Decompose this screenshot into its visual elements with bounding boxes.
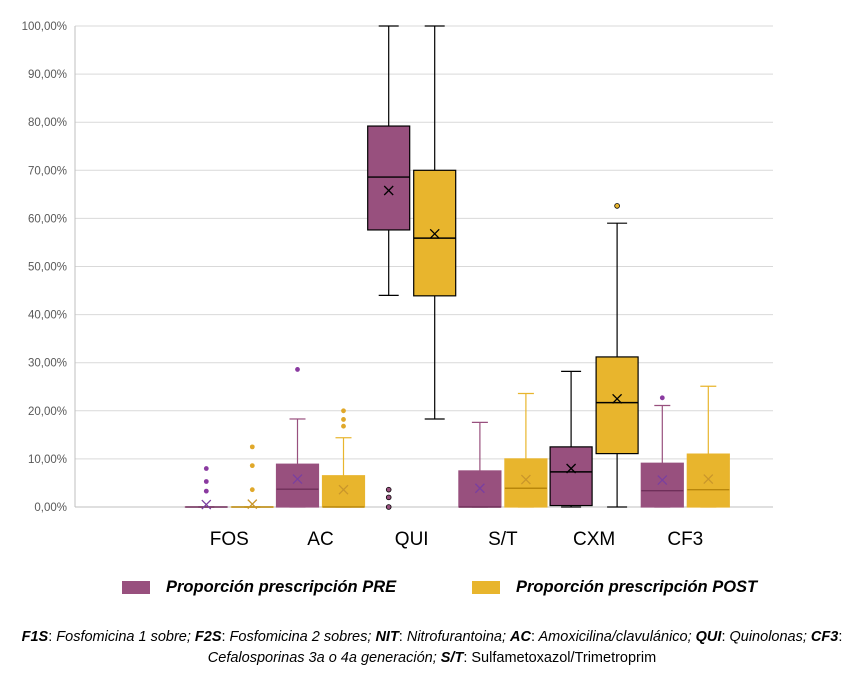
y-tick-label: 60,00% — [28, 213, 67, 225]
x-tick-label: FOS — [210, 529, 249, 550]
mean-marker — [338, 484, 349, 495]
outlier-point — [385, 494, 392, 501]
box-pre-st — [458, 421, 502, 508]
x-tick-label: CF3 — [667, 529, 703, 550]
outlier-point — [203, 488, 209, 494]
footnote-abbr: NIT — [375, 629, 399, 645]
outlier-point — [295, 367, 300, 372]
y-tick-label: 90,00% — [28, 69, 67, 81]
box-iqr — [686, 453, 730, 508]
outlier-point — [341, 423, 346, 429]
box-post-ac — [321, 408, 366, 508]
footnote-text: Fosfomicina 1 sobre; — [52, 629, 195, 645]
y-tick-label: 70,00% — [28, 165, 67, 177]
footnote-abbr: CF3 — [810, 629, 839, 645]
box-pre-cxm — [549, 370, 593, 508]
plot-area — [184, 25, 730, 510]
outlier-point — [249, 487, 255, 493]
x-axis: FOS AC QUI S/T CXM CF3 — [210, 529, 703, 550]
legend-swatch-pre — [122, 581, 150, 594]
footnote: F1S: Fosfomicina 1 sobre; F2S: Fosfomici… — [21, 629, 843, 666]
mean-marker — [383, 185, 394, 196]
x-tick-label: CXM — [573, 529, 615, 550]
mean-marker — [201, 499, 212, 510]
outlier-point — [385, 486, 392, 493]
mean-marker — [292, 474, 303, 485]
box-iqr — [595, 356, 639, 455]
mean-marker — [247, 499, 258, 510]
x-tick-label: QUI — [395, 529, 429, 550]
box-iqr — [321, 475, 366, 508]
outlier-point — [385, 504, 392, 510]
box-post-st — [504, 392, 548, 508]
footnote-abbr: AC — [510, 629, 531, 645]
footnote-text: Quinolonas; — [725, 629, 811, 645]
footnote-text: Amoxicilina/clavulánico; — [535, 629, 696, 645]
box-pre-cf3 — [640, 395, 684, 508]
box-post-qui — [413, 25, 457, 420]
mean-marker — [429, 228, 440, 239]
box-pre-qui — [367, 25, 411, 510]
outlier-point — [341, 408, 346, 414]
box-iqr — [275, 463, 320, 508]
y-axis: 0,00% 10,00% 20,00% 30,00% 40,00% 50,00% 60,00… — [22, 21, 76, 514]
box-post-cxm — [595, 203, 639, 508]
outlier-point — [249, 444, 255, 450]
mean-marker — [612, 393, 623, 404]
footnote-abbr: QUI — [695, 629, 722, 645]
legend-label-post: Proporción prescripción POST — [516, 578, 758, 596]
legend-label-pre: Proporción prescripción PRE — [166, 578, 397, 596]
footnote-text: Fosfomicina 2 sobres; — [225, 629, 376, 645]
outlier-point — [614, 203, 620, 209]
footnote-abbr: S/T — [440, 650, 464, 666]
legend-item-pre: Proporción prescripción PRE — [122, 578, 396, 597]
mean-marker — [703, 474, 714, 485]
footnote-text: Cefalosporinas 3a o 4a generación; — [207, 650, 441, 666]
footnote-text: Nitrofurantoina; — [402, 629, 511, 645]
x-tick-label: AC — [307, 529, 333, 550]
y-tick-label: 80,00% — [28, 117, 67, 129]
legend-item-post: Proporción prescripción POST — [472, 578, 757, 597]
legend-swatch-post — [472, 581, 500, 594]
outlier-point — [341, 417, 346, 422]
box-pre-fos — [184, 466, 228, 510]
outlier-point — [659, 395, 665, 401]
outlier-point — [203, 479, 209, 484]
box-iqr — [640, 462, 684, 508]
mean-marker — [474, 483, 485, 494]
box-plot-chart: 0,00% 10,00% 20,00% 30,00% 40,00% 50,00% 60,00… — [22, 21, 773, 550]
footnote-abbr: F2S — [194, 629, 222, 645]
y-tick-label: 0,00% — [34, 502, 67, 514]
box-iqr — [549, 446, 593, 507]
outlier-point — [249, 463, 255, 469]
outlier-point — [203, 466, 209, 471]
y-tick-label: 10,00% — [28, 454, 67, 466]
y-tick-label: 20,00% — [28, 406, 67, 418]
box-post-cf3 — [686, 385, 730, 508]
x-tick-label: S/T — [488, 529, 518, 550]
box-iqr — [504, 458, 548, 508]
y-tick-label: 100,00% — [22, 21, 67, 33]
footnote-text: Sulfametoxazol/Trimetroprim — [467, 650, 657, 666]
footnote-abbr: F1S — [21, 629, 49, 645]
y-tick-label: 50,00% — [28, 262, 67, 274]
box-iqr — [367, 125, 411, 231]
mean-marker — [657, 475, 668, 486]
y-tick-label: 40,00% — [28, 310, 67, 322]
y-tick-label: 30,00% — [28, 358, 67, 370]
mean-marker — [566, 463, 577, 474]
box-post-fos — [230, 444, 274, 510]
box-pre-ac — [275, 367, 320, 508]
mean-marker — [520, 474, 531, 485]
